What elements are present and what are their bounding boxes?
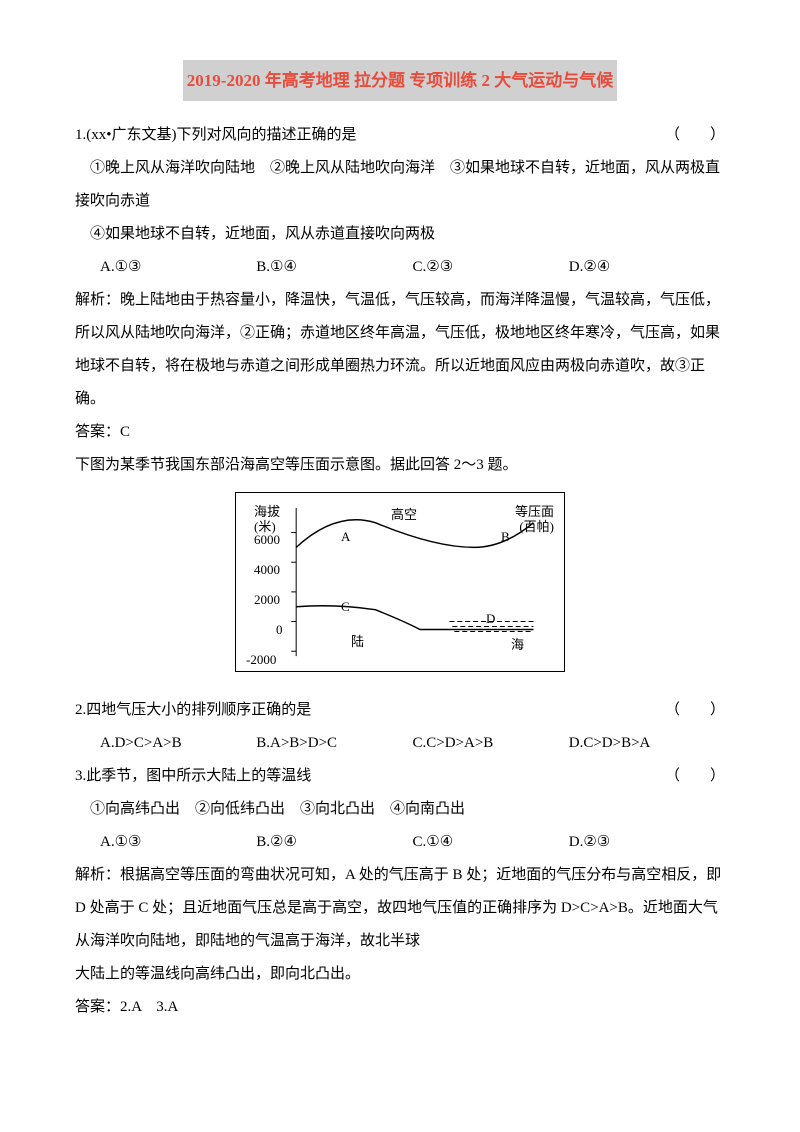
upper-label: 高空 bbox=[391, 501, 417, 530]
toplabel2: (百帕) bbox=[519, 513, 554, 542]
q1-options: A.①③ B.①④ C.②③ D.②④ bbox=[75, 251, 725, 284]
analysis23-line1: 解析：根据高空等压面的弯曲状况可知，A 处的气压高于 B 处；近地面的气压分布与… bbox=[75, 859, 725, 958]
q1-statements: ①晚上风从海洋吹向陆地 ②晚上风从陆地吹向海洋 ③如果地球不自转，近地面，风从两… bbox=[75, 152, 725, 218]
q2-optA: A.D>C>A>B bbox=[100, 727, 256, 760]
point-b: B bbox=[501, 523, 510, 552]
q3-optB: B.②④ bbox=[256, 826, 412, 859]
q2-optD: D.C>D>B>A bbox=[569, 727, 725, 760]
pressure-diagram: 海拔 (米) 6000 4000 2000 0 -2000 高空 等压面 (百帕… bbox=[235, 492, 565, 672]
q1-optB: B.①④ bbox=[256, 251, 412, 284]
sea-label: 海 bbox=[511, 631, 524, 660]
land-label: 陆 bbox=[351, 628, 364, 657]
q3-statements: ①向高纬凸出 ②向低纬凸出 ③向北凸出 ④向南凸出 bbox=[75, 793, 725, 826]
y-4000: 4000 bbox=[254, 556, 280, 585]
q2-optB: B.A>B>D>C bbox=[256, 727, 412, 760]
q1-analysis: 解析：晚上陆地由于热容量小，降温快，气温低，气压较高，而海洋降温慢，气温较高，气… bbox=[75, 284, 725, 416]
q1-answer: 答案：C bbox=[75, 416, 725, 449]
q1-stem: 1.(xx•广东文基)下列对风向的描述正确的是 bbox=[75, 119, 645, 152]
q3-stem-line: 3.此季节，图中所示大陆上的等温线 （ ） bbox=[75, 760, 725, 793]
q1-optC: C.②③ bbox=[413, 251, 569, 284]
y-2000: 2000 bbox=[254, 586, 280, 615]
point-c: C bbox=[341, 593, 350, 622]
q3-optA: A.①③ bbox=[100, 826, 256, 859]
q2-optC: C.C>D>A>B bbox=[413, 727, 569, 760]
q2-options: A.D>C>A>B B.A>B>D>C C.C>D>A>B D.C>D>B>A bbox=[75, 727, 725, 760]
q3-stem: 3.此季节，图中所示大陆上的等温线 bbox=[75, 760, 645, 793]
y-0: 0 bbox=[276, 616, 283, 645]
q3-optC: C.①④ bbox=[413, 826, 569, 859]
diagram-container: 海拔 (米) 6000 4000 2000 0 -2000 高空 等压面 (百帕… bbox=[75, 492, 725, 684]
page-title: 2019-2020 年高考地理 拉分题 专项训练 2 大气运动与气候 bbox=[183, 60, 617, 101]
y-neg2000: -2000 bbox=[246, 646, 276, 675]
q1-stem-line: 1.(xx•广东文基)下列对风向的描述正确的是 （ ） bbox=[75, 119, 725, 152]
q1-optA: A.①③ bbox=[100, 251, 256, 284]
q3-optD: D.②③ bbox=[569, 826, 725, 859]
q3-options: A.①③ B.②④ C.①④ D.②③ bbox=[75, 826, 725, 859]
q3-paren: （ ） bbox=[665, 760, 725, 793]
answer23: 答案：2.A 3.A bbox=[75, 991, 725, 1024]
y-6000: 6000 bbox=[254, 526, 280, 555]
point-d: D bbox=[486, 605, 495, 634]
q1-statement4: ④如果地球不自转，近地面，风从赤道直接吹向两极 bbox=[75, 218, 725, 251]
q1-paren: （ ） bbox=[665, 119, 725, 152]
q2-stem-line: 2.四地气压大小的排列顺序正确的是 （ ） bbox=[75, 694, 725, 727]
analysis23-line2: 大陆上的等温线向高纬凸出，即向北凸出。 bbox=[75, 958, 725, 991]
intro-23: 下图为某季节我国东部沿海高空等压面示意图。据此回答 2～3 题。 bbox=[75, 449, 725, 482]
q1-optD: D.②④ bbox=[569, 251, 725, 284]
point-a: A bbox=[341, 523, 350, 552]
q2-paren: （ ） bbox=[665, 694, 725, 727]
q2-stem: 2.四地气压大小的排列顺序正确的是 bbox=[75, 694, 645, 727]
